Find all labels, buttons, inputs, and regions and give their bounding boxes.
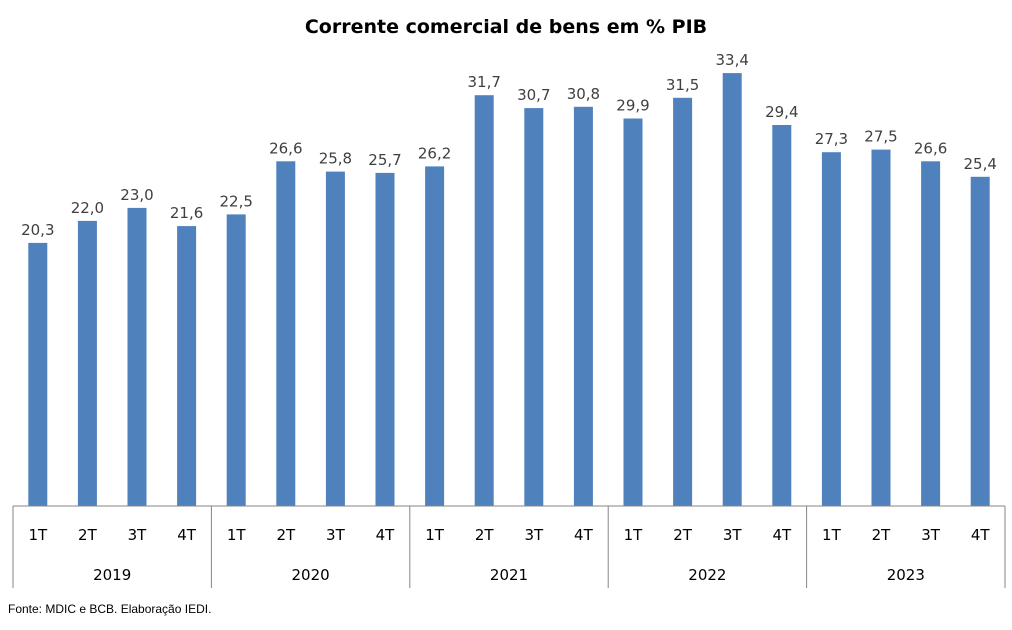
data-label-16: 29,4 bbox=[765, 103, 798, 121]
bar-13 bbox=[623, 118, 643, 506]
data-label-14: 31,5 bbox=[666, 76, 699, 94]
data-label-15: 33,4 bbox=[715, 51, 748, 69]
bar-18 bbox=[871, 149, 891, 506]
data-label-10: 31,7 bbox=[467, 73, 500, 91]
data-label-6: 26,6 bbox=[269, 139, 302, 157]
year-tick-label: 2021 bbox=[490, 566, 528, 584]
quarter-tick-label: 4T bbox=[772, 526, 792, 544]
bar-2 bbox=[77, 220, 97, 506]
quarter-tick-label: 3T bbox=[921, 526, 941, 544]
bar-9 bbox=[425, 166, 445, 506]
bar-10 bbox=[474, 95, 494, 506]
data-label-3: 23,0 bbox=[120, 186, 153, 204]
bar-7 bbox=[325, 171, 345, 506]
bar-3 bbox=[127, 207, 147, 506]
bar-1 bbox=[28, 242, 48, 506]
year-tick-label: 2023 bbox=[887, 566, 925, 584]
bar-16 bbox=[772, 125, 792, 506]
quarter-tick-label: 2T bbox=[872, 526, 892, 544]
data-label-7: 25,8 bbox=[319, 150, 352, 168]
data-label-17: 27,3 bbox=[815, 130, 848, 148]
data-label-2: 22,0 bbox=[71, 199, 104, 217]
quarter-tick-label: 2T bbox=[475, 526, 495, 544]
quarter-tick-label: 3T bbox=[524, 526, 544, 544]
quarter-tick-label: 3T bbox=[128, 526, 148, 544]
quarter-tick-label: 4T bbox=[574, 526, 594, 544]
bar-12 bbox=[573, 106, 593, 507]
bar-20 bbox=[970, 176, 990, 507]
quarter-tick-label: 3T bbox=[723, 526, 743, 544]
bar-5 bbox=[226, 214, 246, 506]
year-tick-label: 2020 bbox=[292, 566, 330, 584]
quarter-tick-label: 4T bbox=[376, 526, 396, 544]
data-label-9: 26,2 bbox=[418, 144, 451, 162]
data-label-4: 21,6 bbox=[170, 204, 203, 222]
data-labels-group: 20,3 22,0 23,0 21,6 22,5 26,6 25,8 25,7 26,2 31,7… bbox=[21, 51, 997, 239]
bar-6 bbox=[276, 161, 296, 507]
quarter-tick-label: 2T bbox=[276, 526, 296, 544]
data-label-19: 26,6 bbox=[914, 139, 947, 157]
bar-8 bbox=[375, 172, 395, 506]
data-label-12: 30,8 bbox=[567, 85, 600, 103]
quarter-tick-label: 2T bbox=[78, 526, 98, 544]
quarter-tick-label: 1T bbox=[624, 526, 644, 544]
data-label-11: 30,7 bbox=[517, 86, 550, 104]
year-tick-label: 2022 bbox=[688, 566, 726, 584]
quarter-tick-label: 1T bbox=[28, 526, 48, 544]
bar-11 bbox=[524, 108, 544, 506]
bar-17 bbox=[821, 152, 841, 506]
quarter-tick-label: 3T bbox=[326, 526, 346, 544]
bar-14 bbox=[673, 97, 693, 507]
data-label-13: 29,9 bbox=[616, 97, 649, 115]
data-label-8: 25,7 bbox=[368, 151, 401, 169]
data-label-1: 20,3 bbox=[21, 221, 54, 239]
data-label-18: 27,5 bbox=[864, 128, 897, 146]
bar-chart: Corrente comercial de bens em % PIB 20,3… bbox=[12, 16, 1006, 588]
data-label-20: 25,4 bbox=[963, 155, 996, 173]
year-tick-label: 2019 bbox=[93, 566, 131, 584]
bar-4 bbox=[177, 226, 197, 506]
quarter-tick-label: 4T bbox=[971, 526, 991, 544]
quarter-tick-label: 1T bbox=[822, 526, 842, 544]
quarter-tick-label: 1T bbox=[425, 526, 445, 544]
bar-15 bbox=[722, 73, 742, 506]
bar-19 bbox=[921, 161, 941, 507]
category-axis: 1T 2T 3T 4T 1T 2T 3T 4T 1T 2T 3T 4T 1T 2T 3T 4T 1T 2T 3T 4T… bbox=[12, 505, 1006, 588]
source-note: Fonte: MDIC e BCB. Elaboração IEDI. bbox=[8, 602, 212, 616]
bars-group bbox=[28, 73, 990, 507]
quarter-tick-label: 4T bbox=[177, 526, 197, 544]
quarter-tick-label: 1T bbox=[227, 526, 247, 544]
data-label-5: 22,5 bbox=[219, 192, 252, 210]
chart-title: Corrente comercial de bens em % PIB bbox=[305, 16, 707, 38]
quarter-tick-label: 2T bbox=[673, 526, 693, 544]
